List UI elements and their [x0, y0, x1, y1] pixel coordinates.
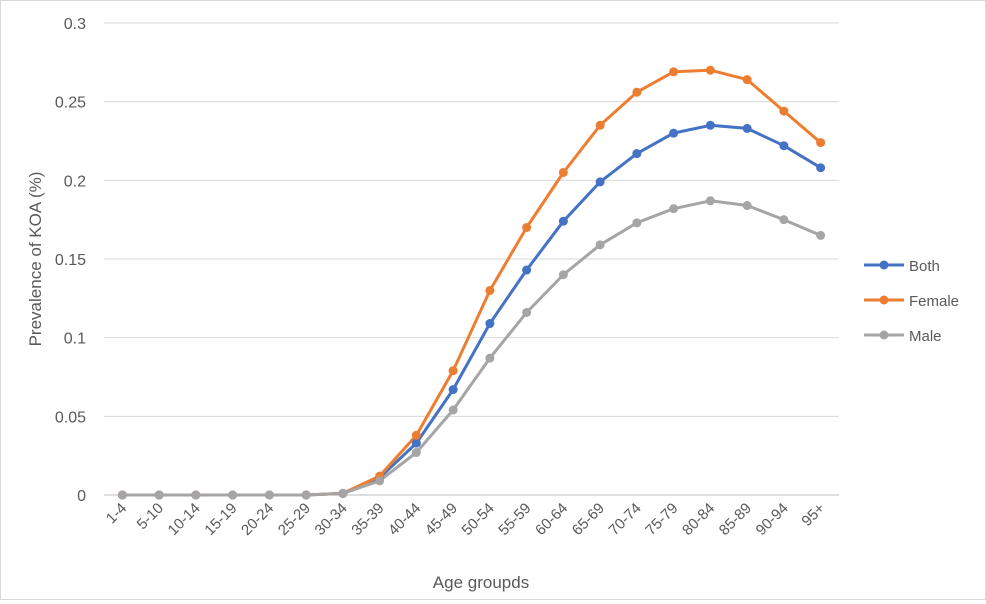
data-point-both	[485, 319, 495, 329]
data-point-male	[595, 240, 605, 250]
data-point-female	[742, 75, 752, 85]
data-point-male	[669, 204, 679, 214]
data-point-female	[485, 285, 495, 295]
x-tick-label: 90-94	[753, 500, 792, 539]
x-tick-labels: 1-4 5-1010-1415-1920-2425-2930-3435-3940-…	[103, 500, 829, 539]
data-point-male	[558, 270, 568, 280]
data-point-female	[669, 67, 679, 77]
legend: Both Female Male	[864, 258, 959, 345]
data-point-male	[117, 490, 127, 500]
data-point-male	[779, 215, 789, 225]
data-point-male	[228, 490, 238, 500]
x-tick-label: 1-4	[103, 500, 130, 527]
data-point-both	[742, 123, 752, 133]
x-tick-label: 20-24	[238, 500, 277, 539]
data-point-both	[632, 149, 642, 159]
legend-label-male: Male	[909, 328, 942, 345]
legend-marker-male	[879, 330, 889, 340]
data-point-both	[595, 177, 605, 187]
data-point-female	[558, 167, 568, 177]
x-tick-label: 50-54	[459, 500, 498, 539]
x-tick-label: 25-29	[275, 500, 314, 539]
data-point-male	[522, 307, 532, 317]
data-point-female	[595, 120, 605, 130]
data-point-male	[338, 488, 348, 498]
gridlines	[104, 22, 839, 496]
data-point-female	[448, 366, 458, 376]
y-tick-labels: 0 0.05 0.1 0.15 0.2 0.25 0.3	[55, 16, 86, 505]
data-point-both	[816, 163, 826, 173]
x-tick-label: 30-34	[312, 500, 351, 539]
data-point-male	[154, 490, 164, 500]
x-tick-label: 15-19	[201, 500, 240, 539]
x-tick-label: 5-10	[134, 500, 167, 533]
x-tick-label: 70-74	[606, 500, 645, 539]
data-point-female	[779, 106, 789, 116]
y-tick-label: 0.05	[55, 409, 86, 426]
x-tick-label: 35-39	[348, 500, 387, 539]
y-tick-label: 0.2	[64, 173, 86, 190]
data-point-both	[448, 385, 458, 395]
data-point-male	[448, 405, 458, 415]
legend-label-both: Both	[909, 258, 940, 275]
x-axis-label: Age groupds	[433, 573, 529, 592]
data-point-female	[522, 223, 532, 233]
x-tick-label: 85-89	[716, 500, 755, 539]
legend-marker-both	[879, 260, 889, 270]
x-tick-label: 10-14	[165, 500, 204, 539]
x-tick-label: 80-84	[679, 500, 718, 539]
y-axis-label: Prevalence of KOA (%)	[26, 172, 45, 347]
data-point-both	[779, 141, 789, 151]
data-point-both	[522, 265, 532, 275]
x-tick-label: 60-64	[532, 500, 571, 539]
data-point-male	[705, 196, 715, 206]
data-point-both	[411, 438, 421, 448]
y-tick-label: 0	[77, 488, 86, 505]
x-tick-label: 65-69	[569, 500, 608, 539]
x-tick-label: 95+	[798, 500, 828, 530]
data-point-both	[705, 120, 715, 130]
y-tick-label: 0.15	[55, 252, 86, 269]
data-point-male	[375, 476, 385, 486]
data-point-female	[705, 65, 715, 75]
data-point-male	[485, 353, 495, 363]
data-point-female	[816, 138, 826, 148]
series-line-male	[120, 199, 823, 497]
data-point-male	[632, 218, 642, 228]
x-tick-label: 55-59	[495, 500, 534, 539]
data-point-male	[816, 230, 826, 240]
data-point-male	[264, 490, 274, 500]
data-point-female	[632, 87, 642, 97]
x-tick-label: 40-44	[385, 500, 424, 539]
data-point-male	[301, 490, 311, 500]
data-point-both	[669, 128, 679, 138]
data-point-male	[411, 448, 421, 458]
y-tick-label: 0.3	[64, 16, 86, 33]
data-point-both	[558, 216, 568, 226]
y-tick-label: 0.25	[55, 95, 86, 112]
series-points	[117, 65, 826, 500]
data-point-male	[191, 490, 201, 500]
data-point-female	[411, 430, 421, 440]
data-point-male	[742, 201, 752, 211]
x-tick-label: 45-49	[422, 500, 461, 539]
x-tick-label: 75-79	[642, 500, 681, 539]
y-tick-label: 0.1	[64, 331, 86, 348]
legend-marker-female	[879, 295, 889, 305]
series-line-female	[120, 68, 823, 497]
legend-label-female: Female	[909, 293, 959, 310]
series-lines	[120, 68, 823, 497]
